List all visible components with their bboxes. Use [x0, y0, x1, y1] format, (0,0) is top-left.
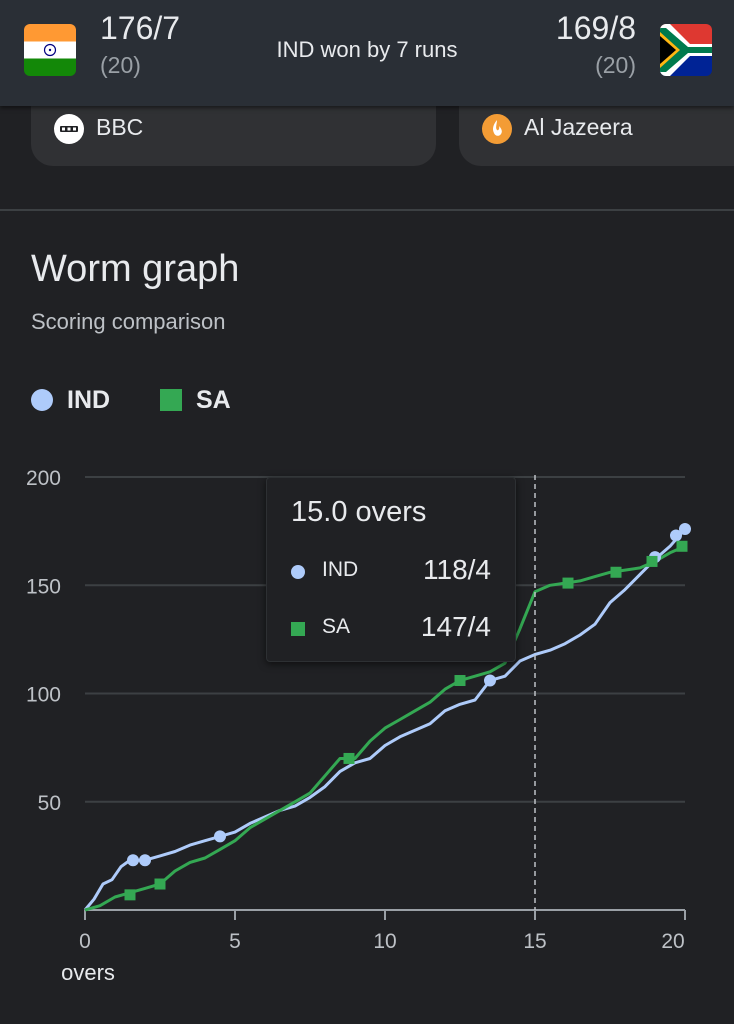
- legend-item-ind[interactable]: IND: [31, 380, 110, 420]
- wicket-marker-sa[interactable]: [676, 540, 688, 552]
- x-tick-label: 15: [523, 930, 546, 953]
- square-marker-icon: [291, 622, 305, 636]
- y-tick-label: 150: [26, 575, 61, 598]
- tooltip-team-sa: SA: [322, 615, 351, 638]
- x-tick-label: 5: [229, 930, 241, 953]
- tooltip-row-sa: SA 147/4: [267, 611, 515, 645]
- news-strip: BBC Al Jazeera: [0, 106, 734, 198]
- tooltip-row-ind: IND 118/4: [267, 554, 515, 588]
- circle-marker-icon: [291, 565, 305, 579]
- al-jazeera-icon: [482, 114, 512, 144]
- wicket-marker-sa[interactable]: [124, 889, 136, 901]
- wicket-marker-ind[interactable]: [139, 854, 151, 867]
- x-tick-label: 0: [79, 930, 91, 953]
- legend-item-sa[interactable]: SA: [160, 380, 231, 420]
- series-line-sa[interactable]: [84, 544, 686, 912]
- chart-title: Worm graph: [31, 248, 240, 290]
- x-tick-label: 20: [661, 930, 684, 953]
- chart-tooltip: 15.0 overs IND 118/4 SA 147/4: [266, 477, 516, 662]
- team1-score: 176/7: [100, 10, 181, 46]
- wicket-marker-ind[interactable]: [679, 522, 691, 535]
- south-africa-flag-icon: [660, 24, 712, 76]
- wicket-marker-sa[interactable]: [610, 566, 622, 578]
- tooltip-title: 15.0 overs: [291, 496, 427, 528]
- tooltip-team-ind: IND: [322, 558, 359, 581]
- section-divider: [0, 209, 734, 211]
- x-tick-label: 10: [373, 930, 396, 953]
- tooltip-value-sa: 147/4: [420, 611, 491, 642]
- legend-label-sa: SA: [196, 385, 231, 414]
- wicket-marker-sa[interactable]: [154, 878, 166, 890]
- square-marker-icon: [160, 389, 182, 411]
- wicket-marker-ind[interactable]: [214, 830, 226, 843]
- match-result[interactable]: IND won by 7 runs: [276, 37, 458, 62]
- chart-subtitle: Scoring comparison: [31, 309, 226, 334]
- team1-overs: (20): [100, 52, 141, 78]
- circle-marker-icon: [31, 389, 53, 411]
- legend-label-ind: IND: [67, 385, 111, 414]
- news-card-bbc[interactable]: BBC: [31, 106, 436, 166]
- y-tick-label: 50: [38, 792, 61, 815]
- team2-overs: (20): [595, 52, 636, 78]
- wicket-marker-sa[interactable]: [454, 675, 466, 687]
- wicket-marker-sa[interactable]: [562, 577, 574, 589]
- team2-score: 169/8: [555, 10, 636, 46]
- series-line-ind[interactable]: [83, 528, 687, 911]
- wicket-marker-sa[interactable]: [646, 555, 658, 567]
- wicket-marker-sa[interactable]: [343, 752, 355, 764]
- news-source-al-jazeera: Al Jazeera: [524, 114, 633, 140]
- y-tick-label: 200: [26, 467, 61, 490]
- bbc-icon: [54, 114, 84, 144]
- score-header: 176/7 (20) IND won by 7 runs 169/8 (20): [0, 0, 734, 106]
- news-source-bbc: BBC: [96, 114, 144, 140]
- y-tick-label: 100: [26, 684, 61, 707]
- worm-chart[interactable]: 50 100 150 200 0 5 10 15 20 overs: [0, 440, 734, 1000]
- wicket-marker-ind[interactable]: [127, 854, 139, 867]
- wicket-marker-ind[interactable]: [670, 529, 682, 542]
- news-card-al-jazeera[interactable]: Al Jazeera: [459, 106, 734, 166]
- x-axis-label: overs: [61, 960, 115, 985]
- tooltip-value-ind: 118/4: [423, 554, 491, 585]
- india-flag-icon: [24, 24, 76, 76]
- wicket-marker-ind[interactable]: [484, 674, 496, 687]
